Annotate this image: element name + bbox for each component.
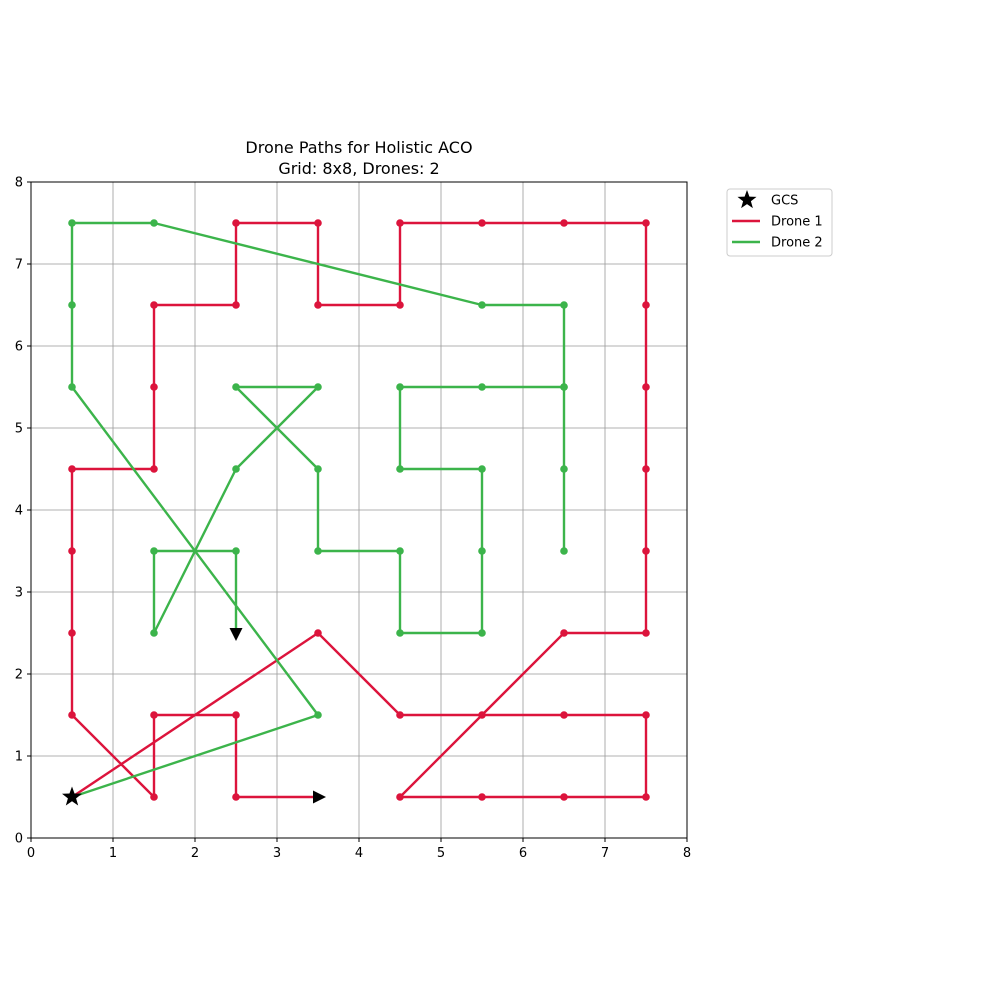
series-paths bbox=[68, 219, 650, 804]
drone-1-waypoint bbox=[150, 793, 158, 801]
y-tick-label: 4 bbox=[15, 504, 23, 519]
legend-box bbox=[726, 188, 833, 257]
drone-1-waypoint bbox=[478, 793, 486, 801]
drone-1-series bbox=[68, 219, 650, 804]
drone-2-waypoint bbox=[478, 301, 486, 309]
drone-2-series bbox=[68, 219, 568, 799]
drone-1-waypoint bbox=[396, 219, 404, 227]
drone-2-waypoint bbox=[150, 629, 158, 637]
drone-1-waypoint bbox=[642, 547, 650, 555]
drone-1-waypoint bbox=[642, 629, 650, 637]
legend-label-gcs: GCS bbox=[771, 194, 798, 209]
chart-subtitle: Grid: 8x8, Drones: 2 bbox=[278, 159, 439, 178]
drone-1-waypoint bbox=[232, 301, 240, 309]
drone-1-waypoint bbox=[232, 711, 240, 719]
drone-1-waypoint bbox=[478, 219, 486, 227]
drone-2-waypoint bbox=[232, 547, 240, 555]
x-tick-label: 3 bbox=[273, 846, 281, 861]
drone-2-waypoint bbox=[396, 383, 404, 391]
drone-2-waypoint bbox=[232, 383, 240, 391]
drone-1-waypoint bbox=[314, 301, 322, 309]
drone-2-waypoint bbox=[232, 465, 240, 473]
x-tick-label: 5 bbox=[437, 846, 445, 861]
x-tick-label: 2 bbox=[191, 846, 199, 861]
drone-1-waypoint bbox=[232, 219, 240, 227]
drone-2-waypoint bbox=[68, 219, 76, 227]
drone-2-end-arrow bbox=[229, 628, 243, 641]
drone-1-waypoint bbox=[396, 711, 404, 719]
y-tick-label: 5 bbox=[15, 422, 23, 437]
axis-ticks: 0 1 2 3 4 5 6 7 8 0 1 2 3 4 5 6 7 8 bbox=[15, 176, 691, 862]
drone-1-waypoint bbox=[560, 793, 568, 801]
legend-entries: GCS Drone 1 Drone 2 bbox=[732, 190, 823, 251]
drone-1-waypoint bbox=[642, 711, 650, 719]
drone-1-waypoint bbox=[150, 711, 158, 719]
drone-1-waypoint bbox=[642, 219, 650, 227]
drone-1-waypoint bbox=[68, 711, 76, 719]
drone-2-waypoint bbox=[150, 547, 158, 555]
drone-2-waypoint bbox=[314, 547, 322, 555]
drone-1-waypoint bbox=[560, 219, 568, 227]
y-tick-label: 1 bbox=[15, 750, 23, 765]
drone-2-waypoint bbox=[560, 301, 568, 309]
drone-1-waypoint bbox=[396, 793, 404, 801]
drone-1-waypoint bbox=[478, 711, 486, 719]
drone-1-waypoint bbox=[314, 219, 322, 227]
y-tick-label: 6 bbox=[15, 340, 23, 355]
drone-2-waypoint bbox=[396, 465, 404, 473]
drone-2-waypoint bbox=[314, 465, 322, 473]
drone-2-waypoint bbox=[560, 547, 568, 555]
drone-1-waypoint bbox=[560, 629, 568, 637]
drone-1-waypoint bbox=[150, 383, 158, 391]
drone-1-waypoint bbox=[150, 301, 158, 309]
drone-2-waypoint bbox=[478, 629, 486, 637]
drone-1-waypoint bbox=[232, 793, 240, 801]
drone-1-waypoint bbox=[68, 547, 76, 555]
x-tick-label: 4 bbox=[355, 846, 363, 861]
y-tick-label: 0 bbox=[15, 832, 23, 847]
drone-1-waypoint bbox=[314, 629, 322, 637]
y-tick-label: 8 bbox=[15, 176, 23, 191]
drone-1-waypoint bbox=[396, 301, 404, 309]
drone-1-waypoint bbox=[642, 793, 650, 801]
x-tick-label: 7 bbox=[601, 846, 609, 861]
drone-1-waypoint bbox=[642, 465, 650, 473]
drone-1-waypoint bbox=[68, 465, 76, 473]
drone-2-waypoint bbox=[560, 383, 568, 391]
drone-2-waypoint bbox=[560, 465, 568, 473]
drone-2-waypoint bbox=[478, 465, 486, 473]
gcs-marker-group bbox=[62, 786, 82, 806]
drone-2-waypoint bbox=[68, 301, 76, 309]
drone-2-waypoint bbox=[396, 629, 404, 637]
plot-area-frame bbox=[30, 181, 688, 839]
drone-2-waypoint bbox=[68, 383, 76, 391]
drone-2-waypoint bbox=[314, 383, 322, 391]
x-tick-label: 0 bbox=[27, 846, 35, 861]
legend-label-drone-1: Drone 1 bbox=[771, 215, 823, 230]
x-tick-label: 6 bbox=[519, 846, 527, 861]
y-tick-label: 3 bbox=[15, 586, 23, 601]
legend: GCS Drone 1 Drone 2 bbox=[726, 188, 833, 257]
drone-2-waypoint bbox=[396, 547, 404, 555]
chart-title: Drone Paths for Holistic ACO bbox=[245, 138, 472, 157]
drone-2-waypoint bbox=[478, 547, 486, 555]
legend-gcs-star bbox=[737, 190, 757, 209]
drone-1-end-arrow bbox=[313, 790, 326, 804]
y-tick-label: 7 bbox=[15, 258, 23, 273]
x-tick-label: 1 bbox=[109, 846, 117, 861]
legend-label-drone-2: Drone 2 bbox=[771, 236, 823, 251]
drone-1-waypoint bbox=[560, 711, 568, 719]
gcs-star-marker bbox=[62, 786, 82, 806]
drone-2-waypoint bbox=[150, 219, 158, 227]
x-tick-label: 8 bbox=[683, 846, 691, 861]
drone-1-waypoint bbox=[642, 301, 650, 309]
drone-2-waypoint bbox=[478, 383, 486, 391]
drone-1-waypoint bbox=[68, 629, 76, 637]
y-tick-label: 2 bbox=[15, 668, 23, 683]
drone-1-waypoint bbox=[642, 383, 650, 391]
drone-1-waypoint bbox=[150, 465, 158, 473]
drone-2-waypoint bbox=[314, 711, 322, 719]
